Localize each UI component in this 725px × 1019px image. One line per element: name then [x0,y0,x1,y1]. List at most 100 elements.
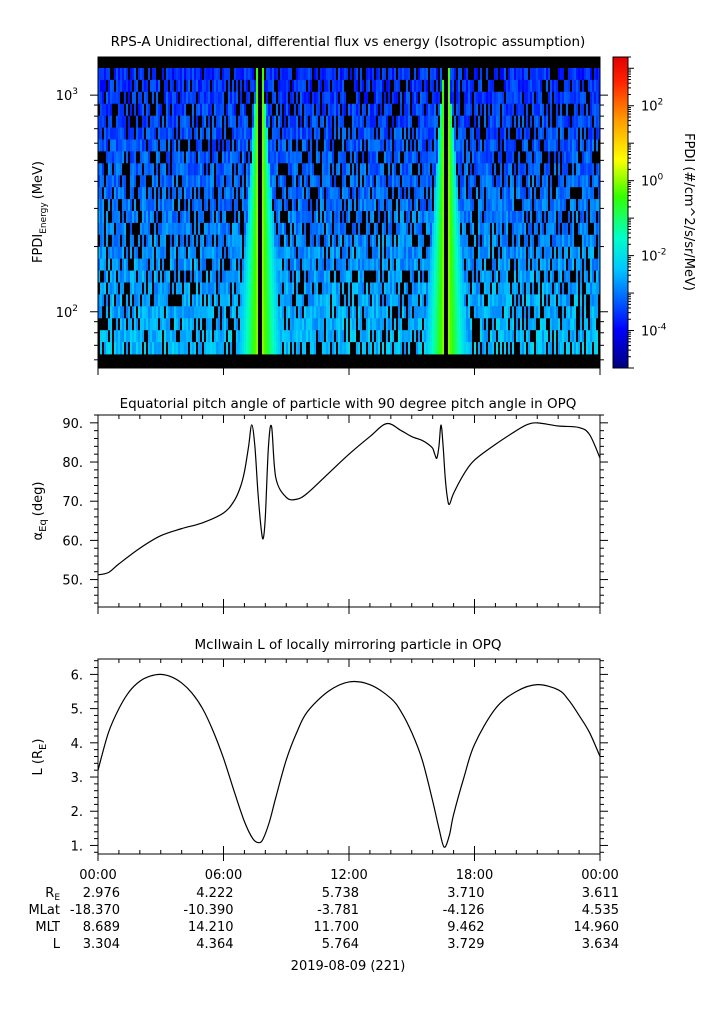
spectrogram-cell [490,151,493,164]
spectrogram-cell [236,103,239,117]
spectrogram-cell [564,246,567,260]
spectrogram-cell [112,211,115,224]
spectrogram-cell [408,163,411,176]
spectrogram-cell [270,91,273,105]
spectrogram-cell [106,68,109,81]
spectrogram-cell [572,270,575,283]
spectrogram-cell [230,270,233,283]
spectrogram-cell [192,91,195,105]
spectrogram-cell [460,282,463,295]
spectrogram-cell [386,282,389,295]
spectrogram-cell [526,139,529,152]
spectrogram-cell [526,246,529,260]
spectrogram-cell [482,163,485,176]
spectrogram-cell [346,258,349,271]
spectrogram-cell [210,139,213,152]
spectrogram-cell [470,199,473,212]
spectrogram-cell [280,139,283,152]
spectrogram-cell [186,199,189,212]
spectrogram-cell [528,282,531,295]
spectrogram-cell [522,246,525,260]
spectrogram-cell [274,175,277,188]
spectrogram-cell [150,139,153,152]
spectrogram-cell [148,79,151,93]
spectrogram-cells [98,57,600,368]
spectrogram-cell [230,127,233,140]
spectrogram-cell [106,175,109,188]
spectrogram-cell [324,103,327,117]
spectrogram-cell [388,68,391,81]
spectrogram-cell [390,222,393,236]
spectrogram-cell [480,282,483,295]
spectrogram-cell [444,103,447,117]
spectrogram-cell [290,139,293,152]
spectrogram-cell [572,151,575,164]
spectrogram-cell [274,187,277,200]
spectrogram-cell [486,187,489,200]
spectrogram-cell [330,103,333,117]
spectrogram-cell [262,258,265,271]
spectrogram-cell [290,127,293,140]
spectrogram-cell [342,294,345,307]
spectrogram-cell [534,222,537,236]
spectrogram-cell [206,222,209,236]
spectrogram-cell [126,151,129,164]
spectrogram-cell [292,294,295,307]
spectrogram-cell [404,103,407,117]
spectrogram-cell [400,246,403,260]
spectrogram-cell [154,258,157,271]
spectrogram-cell [334,127,337,140]
spectrogram-cell [262,199,265,212]
spectrogram-cell [228,258,231,271]
spectrogram-cell [264,175,267,188]
spectrogram-cell [212,246,215,260]
spectrogram-cell [114,234,117,248]
spectrogram-cell [172,294,175,307]
spectrogram-cell [296,199,299,212]
spectrogram-cell [598,68,600,81]
spectrogram-cell [182,127,185,140]
spectrogram-cell [224,91,227,105]
spectrogram-cell [300,270,303,283]
spectrogram-cell [158,68,161,81]
spectrogram-cell [324,199,327,212]
spectrogram-cell [408,139,411,152]
spectrogram-cell [188,103,191,117]
spectrogram-cell [266,139,269,152]
spectrogram-cell [306,115,309,128]
spectrogram-cell [398,282,401,295]
spectrogram-cell [440,139,443,152]
spectrogram-cell [284,258,287,271]
spectrogram-cell [546,234,549,248]
spectrogram-cell [474,199,477,212]
spectrogram-cell [192,175,195,188]
spectrogram-cell [496,79,499,93]
spectrogram-cell [194,139,197,152]
spectrogram-cell [248,163,251,176]
spectrogram-cell [336,294,339,307]
spectrogram-cell [240,127,243,140]
spectrogram-cell [428,103,431,117]
spectrogram-cell [106,139,109,152]
spectrogram-cell [332,115,335,128]
spectrogram-cell [336,151,339,164]
spectrogram-cell [358,115,361,128]
spectrogram-cell [134,270,137,283]
spectrogram-cell [218,246,221,260]
spectrogram-cell [366,246,369,260]
spectrogram-cell [324,222,327,236]
spectrogram-cell [474,151,477,164]
spectrogram-cell [338,79,341,93]
spectrogram-cell [416,246,419,260]
spectrogram-cell [296,270,299,283]
spectrogram-cell [326,175,329,188]
spectrogram-cell [460,199,463,212]
spectrogram-cell [472,270,475,283]
spectrogram-cell [174,270,177,283]
spectrogram-cell [558,91,561,105]
spectrogram-cell [316,91,319,105]
spectrogram-cell [246,91,249,105]
spectrogram-cell [564,127,567,140]
spectrogram-cell [438,294,441,307]
spectrogram-cell [314,234,317,248]
